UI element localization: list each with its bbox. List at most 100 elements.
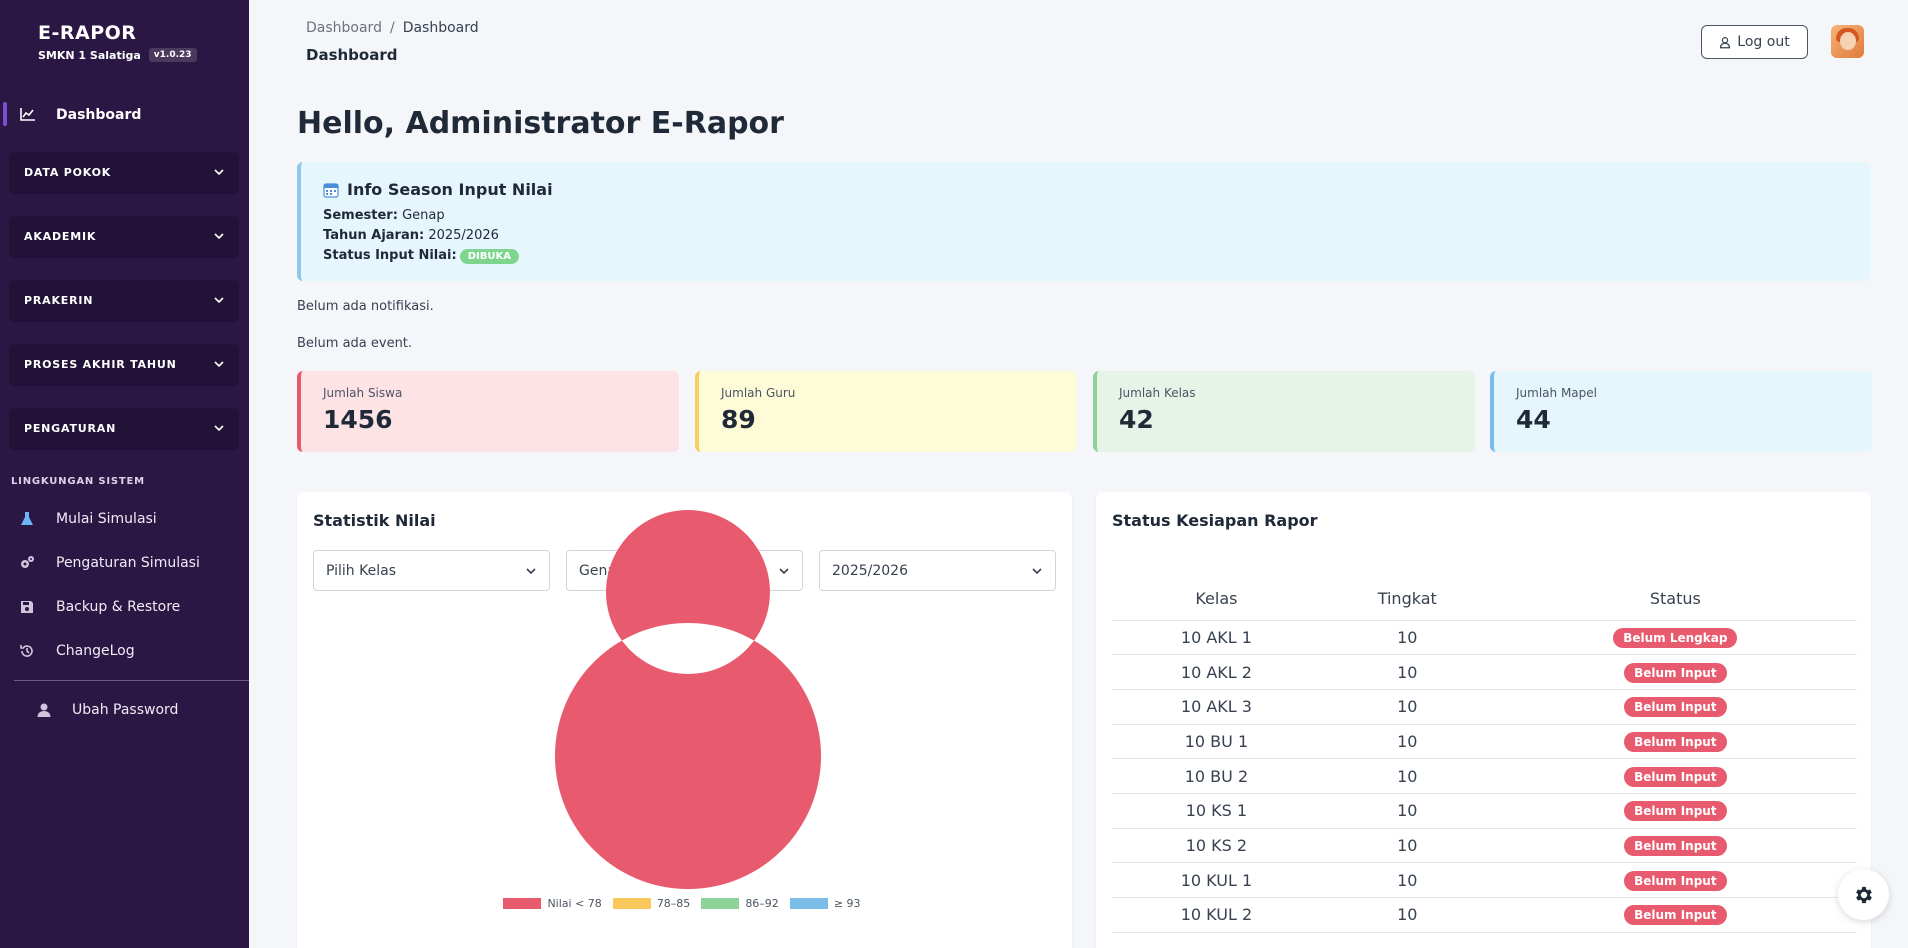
sidebar-item-changelog[interactable]: ChangeLog bbox=[0, 636, 249, 666]
cell-status: Belum Input bbox=[1493, 862, 1857, 898]
history-icon bbox=[20, 645, 33, 657]
table-row: 10 KUL 2 10 Belum Input bbox=[1112, 897, 1857, 933]
chevron-down-icon bbox=[526, 568, 536, 575]
sidebar-group-label: AKADEMIK bbox=[24, 230, 97, 243]
column-header-tingkat: Tingkat bbox=[1320, 578, 1494, 621]
avatar-face bbox=[1840, 32, 1856, 50]
table-row: 10 AKL 3 10 Belum Input bbox=[1112, 689, 1857, 725]
chevron-down-icon bbox=[779, 568, 789, 575]
cell-tingkat: 10 bbox=[1320, 654, 1494, 690]
chart-legend: Nilai < 78 78–85 86–92 ≥ 93 bbox=[297, 897, 1067, 910]
stat-card-kelas: Jumlah Kelas 42 bbox=[1093, 371, 1475, 452]
cell-tingkat: 10 bbox=[1320, 897, 1494, 933]
gear-icon bbox=[1855, 886, 1872, 903]
stat-card-mapel: Jumlah Mapel 44 bbox=[1490, 371, 1872, 452]
card-title: Statistik Nilai bbox=[313, 511, 436, 530]
cell-kelas: 10 BU 2 bbox=[1112, 758, 1321, 794]
cell-tingkat: 10 bbox=[1320, 828, 1494, 864]
legend-swatch bbox=[701, 898, 740, 909]
stat-label: Jumlah Kelas bbox=[1119, 386, 1196, 400]
column-header-kelas: Kelas bbox=[1112, 578, 1321, 621]
breadcrumb-link[interactable]: Dashboard bbox=[306, 20, 382, 36]
status-badge: Belum Input bbox=[1624, 801, 1727, 822]
user-icon bbox=[1720, 36, 1731, 48]
stat-value: 44 bbox=[1516, 405, 1551, 434]
sidebar-item-backup-restore[interactable]: Backup & Restore bbox=[0, 592, 249, 622]
legend-swatch bbox=[789, 898, 828, 909]
chevron-down-icon bbox=[214, 169, 224, 176]
app-title: E-RAPOR bbox=[38, 22, 137, 44]
stat-value: 1456 bbox=[323, 405, 393, 434]
status-input-row: Status Input Nilai: DIBUKA bbox=[323, 248, 519, 264]
sidebar-group-label: PRAKERIN bbox=[24, 294, 94, 307]
sidebar-item-label: Dashboard bbox=[56, 107, 142, 123]
cell-status: Belum Input bbox=[1493, 724, 1857, 760]
sidebar-group-label: DATA POKOK bbox=[24, 166, 112, 179]
brand[interactable]: E-RAPOR SMKN 1 Salatiga v1.0.23 bbox=[38, 22, 197, 62]
status-badge: Belum Input bbox=[1624, 766, 1727, 787]
sidebar-group-prakerin[interactable]: PRAKERIN bbox=[9, 280, 239, 322]
stat-card-siswa: Jumlah Siswa 1456 bbox=[297, 371, 679, 452]
cell-status: Belum Input bbox=[1493, 828, 1857, 864]
gears-icon bbox=[21, 556, 34, 568]
sidebar-item-label: Ubah Password bbox=[72, 702, 179, 718]
sidebar-item-pengaturan-simulasi[interactable]: Pengaturan Simulasi bbox=[0, 548, 249, 578]
tahun-select[interactable]: 2025/2026 bbox=[819, 550, 1056, 591]
info-title: Info Season Input Nilai bbox=[347, 180, 553, 199]
cell-status: Belum Input bbox=[1493, 654, 1857, 690]
sidebar-item-label: Mulai Simulasi bbox=[56, 511, 157, 527]
kelas-select[interactable]: Pilih Kelas bbox=[313, 550, 550, 591]
sidebar-group-pengaturan[interactable]: PENGATURAN bbox=[9, 408, 239, 450]
sidebar-group-akademik[interactable]: AKADEMIK bbox=[9, 216, 239, 258]
legend-item[interactable]: 78–85 bbox=[612, 897, 690, 910]
logout-label: Log out bbox=[1737, 34, 1790, 50]
cell-kelas: 10 AKL 3 bbox=[1112, 689, 1321, 725]
sidebar-group-label: PENGATURAN bbox=[24, 422, 117, 435]
select-value: 2025/2026 bbox=[832, 563, 908, 579]
semester-row: Semester: Genap bbox=[323, 208, 445, 223]
cell-status: Belum Input bbox=[1493, 793, 1857, 829]
status-badge: Belum Input bbox=[1624, 905, 1727, 926]
flask-icon bbox=[21, 512, 33, 525]
sidebar: E-RAPOR SMKN 1 Salatiga v1.0.23 Dashboar… bbox=[0, 0, 249, 948]
active-indicator bbox=[3, 102, 7, 126]
cell-status: Belum Lengkap bbox=[1493, 620, 1857, 656]
cell-kelas: 10 KUL 2 bbox=[1112, 897, 1321, 933]
breadcrumb: Dashboard / Dashboard bbox=[306, 20, 479, 36]
cell-kelas: 10 KUL 1 bbox=[1112, 862, 1321, 898]
settings-button[interactable] bbox=[1838, 869, 1889, 920]
breadcrumb-current: Dashboard bbox=[402, 20, 479, 36]
sidebar-item-dashboard[interactable]: Dashboard bbox=[0, 98, 249, 132]
avatar[interactable] bbox=[1831, 25, 1864, 58]
logout-button[interactable]: Log out bbox=[1701, 25, 1808, 59]
cell-kelas: 10 AKL 1 bbox=[1112, 620, 1321, 656]
version-badge: v1.0.23 bbox=[148, 48, 197, 62]
school-name: SMKN 1 Salatiga bbox=[38, 48, 141, 62]
column-header-status: Status bbox=[1493, 578, 1857, 621]
sidebar-item-label: Pengaturan Simulasi bbox=[56, 555, 200, 571]
legend-item[interactable]: ≥ 93 bbox=[789, 897, 861, 910]
table-row: 10 KUL 1 10 Belum Input bbox=[1112, 862, 1857, 898]
cell-status: Belum Input bbox=[1493, 758, 1857, 794]
sidebar-group-proses-akhir-tahun[interactable]: PROSES AKHIR TAHUN bbox=[9, 344, 239, 386]
donut-slice[interactable] bbox=[554, 510, 821, 889]
user-icon bbox=[37, 703, 51, 717]
sidebar-item-mulai-simulasi[interactable]: Mulai Simulasi bbox=[0, 504, 249, 534]
tahun-ajaran-value: 2025/2026 bbox=[428, 228, 499, 243]
stat-value: 42 bbox=[1119, 405, 1154, 434]
cell-tingkat: 10 bbox=[1320, 862, 1494, 898]
status-kesiapan-card: Status Kesiapan Rapor Kelas Tingkat Stat… bbox=[1096, 492, 1871, 948]
sidebar-group-data-pokok[interactable]: DATA POKOK bbox=[9, 152, 239, 194]
chevron-down-icon bbox=[214, 425, 224, 432]
page-title: Dashboard bbox=[306, 46, 398, 64]
table-row: 10 AKL 2 10 Belum Input bbox=[1112, 654, 1857, 690]
status-badge: Belum Input bbox=[1624, 870, 1727, 891]
legend-item[interactable]: Nilai < 78 bbox=[503, 897, 602, 910]
sidebar-item-label: Backup & Restore bbox=[56, 599, 181, 615]
sidebar-item-ubah-password[interactable]: Ubah Password bbox=[0, 695, 249, 725]
status-badge: Belum Input bbox=[1624, 697, 1727, 718]
stat-label: Jumlah Mapel bbox=[1516, 386, 1597, 400]
sidebar-divider bbox=[14, 680, 249, 681]
status-badge: Belum Lengkap bbox=[1613, 627, 1738, 648]
legend-item[interactable]: 86–92 bbox=[701, 897, 779, 910]
